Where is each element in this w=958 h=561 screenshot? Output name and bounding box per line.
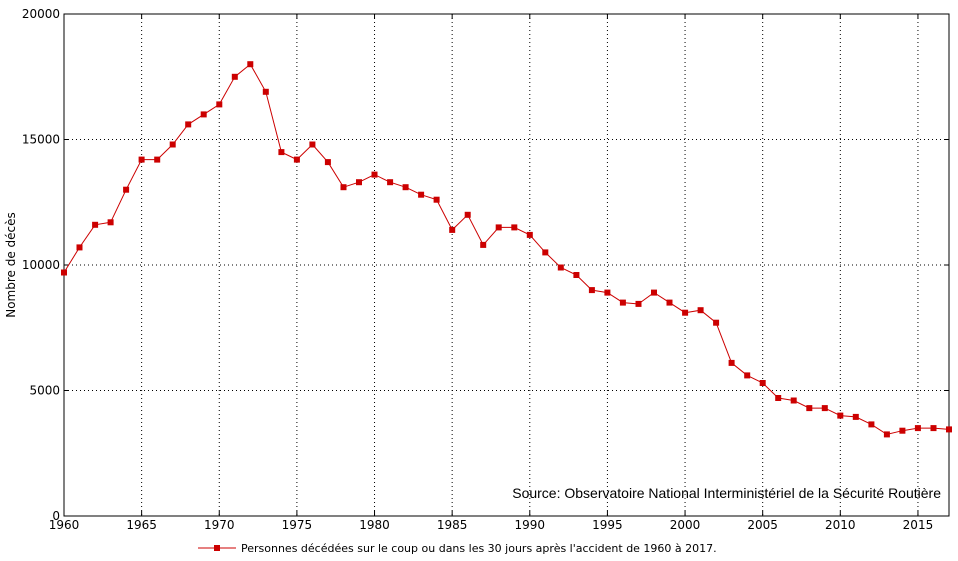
data-point xyxy=(138,156,145,163)
data-point xyxy=(759,380,766,386)
data-point xyxy=(883,431,890,438)
data-point xyxy=(262,88,269,95)
x-tick-label: 2015 xyxy=(903,518,934,532)
data-point xyxy=(588,287,595,294)
grid-lines xyxy=(64,14,949,516)
data-point xyxy=(92,221,99,228)
data-point xyxy=(619,299,626,306)
data-point xyxy=(790,397,797,404)
data-point xyxy=(573,272,580,278)
x-tick-label: 1970 xyxy=(204,518,235,532)
data-point xyxy=(728,359,735,366)
data-point xyxy=(278,149,285,156)
y-axis-title: Nombre de décès xyxy=(4,212,18,318)
data-point xyxy=(340,184,347,191)
data-point xyxy=(713,319,720,326)
x-tick-label: 1965 xyxy=(126,518,157,532)
data-point xyxy=(526,231,533,238)
data-point xyxy=(930,425,937,432)
axes: 1960 1965 1970 1975 1980 1985 1990 1995 2000 2005… xyxy=(22,7,949,532)
data-point xyxy=(775,395,782,401)
y-tick-label: 10000 xyxy=(22,258,60,272)
data-point xyxy=(899,427,906,434)
x-tick-label: 1995 xyxy=(592,518,623,532)
data-point xyxy=(61,269,67,276)
data-point xyxy=(806,405,813,412)
x-tick-label: 1990 xyxy=(515,518,546,532)
data-point xyxy=(821,405,828,412)
data-point xyxy=(387,179,394,186)
data-point xyxy=(356,179,362,186)
series-layer xyxy=(61,61,952,438)
data-point xyxy=(697,307,704,314)
x-tick-label: 2000 xyxy=(670,518,701,532)
legend-marker xyxy=(214,545,220,551)
data-point xyxy=(154,156,161,163)
data-point xyxy=(557,264,564,271)
x-tick-label: 2005 xyxy=(747,518,778,532)
data-point xyxy=(107,219,114,226)
data-point xyxy=(371,171,378,178)
data-point xyxy=(914,425,921,432)
x-tick-label: 1975 xyxy=(282,518,313,532)
x-tick-label: 2010 xyxy=(825,518,856,532)
data-point xyxy=(247,61,254,68)
data-point xyxy=(185,121,192,128)
y-tick-label: 5000 xyxy=(29,384,60,398)
data-point xyxy=(480,241,487,248)
data-point xyxy=(76,244,83,251)
data-point xyxy=(837,412,844,419)
data-point xyxy=(402,184,409,191)
data-point xyxy=(464,211,471,218)
data-point xyxy=(946,426,952,433)
data-point xyxy=(449,226,456,233)
y-tick-label: 15000 xyxy=(22,133,60,147)
data-point xyxy=(495,224,502,231)
data-point xyxy=(511,224,518,231)
x-tick-label: 1960 xyxy=(49,518,80,532)
data-point xyxy=(293,156,300,163)
data-point xyxy=(868,421,875,428)
x-tick-label: 1985 xyxy=(437,518,468,532)
data-point xyxy=(324,159,331,166)
data-point xyxy=(852,413,859,420)
data-point xyxy=(666,299,673,306)
data-point xyxy=(309,141,316,148)
data-point xyxy=(123,186,130,193)
data-point xyxy=(231,73,238,80)
data-point xyxy=(744,372,751,379)
data-point xyxy=(604,289,611,296)
x-tick-label: 1980 xyxy=(359,518,390,532)
data-point xyxy=(169,141,176,148)
data-point xyxy=(542,249,549,256)
series-line xyxy=(63,63,950,435)
source-annotation: Source: Observatoire National Interminis… xyxy=(512,485,941,501)
data-point xyxy=(216,101,223,108)
data-point xyxy=(682,309,689,316)
data-point xyxy=(433,196,440,203)
y-tick-label: 20000 xyxy=(22,7,60,21)
data-point xyxy=(635,300,642,307)
y-tick-label: 0 xyxy=(52,509,60,523)
data-point xyxy=(200,111,207,118)
data-point xyxy=(418,191,425,198)
legend-label: Personnes décédées sur le coup ou dans l… xyxy=(241,542,717,555)
data-point xyxy=(651,289,657,296)
legend: Personnes décédées sur le coup ou dans l… xyxy=(198,542,717,555)
